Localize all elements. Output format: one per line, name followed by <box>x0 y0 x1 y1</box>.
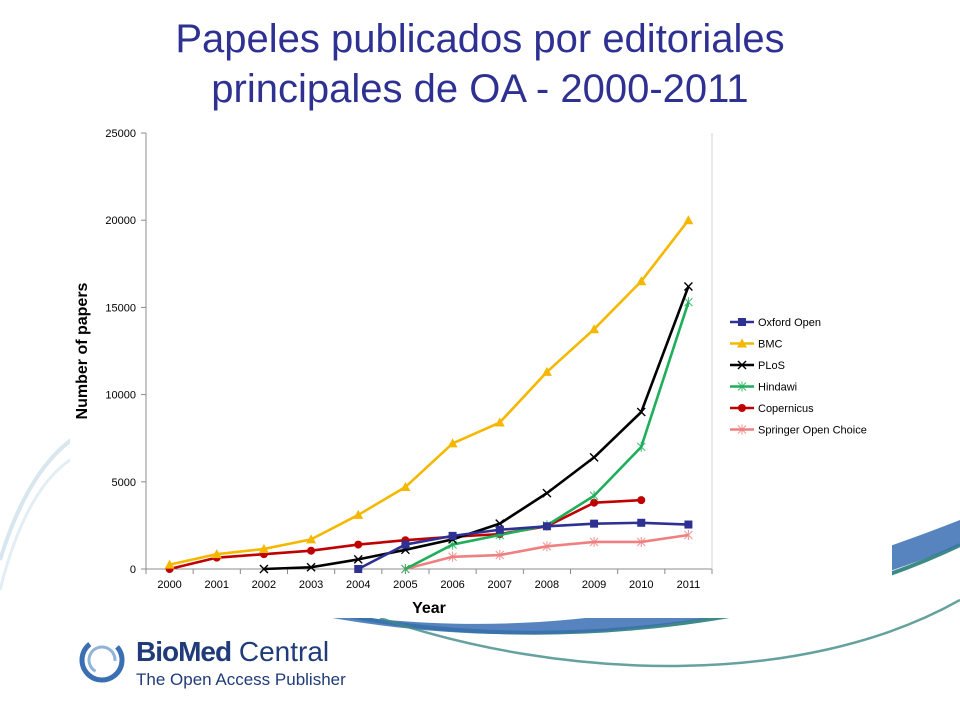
data-point-bmc <box>164 559 175 569</box>
data-point-bmc <box>211 549 222 559</box>
legend-marker-copernicus <box>738 404 746 412</box>
legend-marker-plos <box>737 360 747 370</box>
slide-title: Papeles publicados por editoriales princ… <box>80 14 880 114</box>
data-point-copernicus <box>354 540 363 549</box>
line-chart: 0 5000 10000 15000 20000 25000 2000 2001 2002 200… <box>74 128 867 617</box>
x-tick-label: 2000 <box>157 579 181 591</box>
data-point-bmc <box>589 324 600 334</box>
x-tick-label: 2009 <box>582 579 606 591</box>
legend-marker-springer-open-choice <box>737 424 747 435</box>
legend-marker-hindawi <box>737 381 747 392</box>
data-point-springer-open-choice <box>589 536 599 547</box>
slide-title-line-2: principales de OA - 2000-2011 <box>211 67 749 111</box>
data-point-bmc <box>494 417 505 427</box>
series-plos <box>259 281 693 574</box>
data-point-bmc <box>447 438 458 448</box>
legend-marker-bmc <box>737 338 747 348</box>
data-point-copernicus <box>590 498 599 507</box>
data-point-bmc <box>400 482 411 492</box>
x-tick-label: 2008 <box>535 579 559 591</box>
data-point-plos <box>353 554 363 564</box>
x-tick-label: 2003 <box>299 579 323 591</box>
data-point-springer-open-choice <box>684 529 693 540</box>
x-tick-label: 2011 <box>677 579 701 591</box>
data-point-oxford-open <box>448 531 457 540</box>
data-point-springer-open-choice <box>542 541 552 552</box>
data-point-oxford-open <box>637 518 646 527</box>
data-point-hindawi <box>636 441 646 452</box>
data-point-bmc <box>258 543 269 553</box>
data-point-oxford-open <box>354 565 363 573</box>
biomed-central-logo: BioMed Central The Open Access Publisher <box>78 632 398 692</box>
data-point-plos <box>589 452 599 462</box>
x-tick-label: 2010 <box>629 579 653 591</box>
y-tick-label: 20000 <box>105 215 136 227</box>
data-point-bmc <box>636 276 647 286</box>
data-point-copernicus <box>307 546 316 555</box>
legend-item-springer-open-choice: Springer Open Choice <box>730 424 867 437</box>
legend-item-bmc: BMC <box>730 338 783 351</box>
x-tick-label: 2006 <box>440 579 464 591</box>
legend-label-hindawi: Hindawi <box>758 382 797 394</box>
data-point-plos <box>306 562 316 572</box>
logo-wordmark: BioMed Central <box>136 636 329 668</box>
x-tick-label: 2004 <box>346 579 370 591</box>
data-point-bmc <box>306 534 317 544</box>
legend-item-copernicus: Copernicus <box>730 403 814 415</box>
series-line-bmc <box>169 219 690 566</box>
x-tick-label: 2005 <box>393 579 417 591</box>
data-point-oxford-open <box>542 522 551 531</box>
data-point-springer-open-choice <box>636 536 646 547</box>
data-point-springer-open-choice <box>495 550 505 561</box>
data-point-copernicus <box>637 496 646 505</box>
data-point-plos <box>683 281 693 291</box>
legend-label-copernicus: Copernicus <box>758 403 814 415</box>
x-tick-label: 2007 <box>488 579 512 591</box>
y-tick-label: 0 <box>130 564 136 576</box>
series-hindawi <box>401 297 693 574</box>
data-point-plos <box>636 407 646 417</box>
data-point-oxford-open <box>590 519 599 528</box>
slide-title-line-1: Papeles publicados por editoriales <box>175 17 785 61</box>
data-point-springer-open-choice <box>448 551 457 562</box>
data-point-hindawi <box>589 490 599 501</box>
series-line-plos <box>263 286 690 571</box>
y-tick-label: 15000 <box>105 302 136 314</box>
data-point-hindawi <box>684 297 693 308</box>
data-point-bmc <box>353 509 364 519</box>
x-tick-label: 2002 <box>252 579 276 591</box>
data-point-oxford-open <box>401 540 410 549</box>
series-oxford-open <box>354 518 693 573</box>
data-point-bmc <box>541 366 552 376</box>
y-tick-label: 25000 <box>105 128 136 140</box>
logo-med: Med <box>178 636 232 667</box>
data-point-bmc <box>683 215 694 225</box>
data-point-plos <box>542 488 552 498</box>
logo-tagline: The Open Access Publisher <box>136 670 346 689</box>
data-point-plos <box>259 564 269 574</box>
legend-label-plos: PLoS <box>758 360 785 372</box>
legend-item-hindawi: Hindawi <box>730 381 797 394</box>
logo-circle-icon <box>79 637 125 683</box>
data-point-oxford-open <box>684 520 693 529</box>
legend-label-bmc: BMC <box>758 339 783 351</box>
series-bmc <box>164 215 694 569</box>
x-axis-title: Year <box>412 600 446 617</box>
legend-label-oxford-open: Oxford Open <box>758 317 821 329</box>
legend-marker-oxford-open <box>738 318 746 326</box>
series-line-oxford-open <box>357 521 689 571</box>
legend-label-springer-open-choice: Springer Open Choice <box>758 425 867 437</box>
legend-item-plos: PLoS <box>730 360 785 372</box>
y-tick-label: 10000 <box>105 390 136 402</box>
logo-bio: Bio <box>136 636 179 667</box>
data-point-hindawi <box>401 564 410 574</box>
y-tick-label: 5000 <box>112 477 136 489</box>
data-point-oxford-open <box>495 525 504 534</box>
logo-central: Central <box>231 636 330 667</box>
y-axis-title: Number of papers <box>74 282 91 419</box>
chart-panel: 0 5000 10000 15000 20000 25000 2000 2001 2002 200… <box>70 118 892 618</box>
x-tick-label: 2001 <box>205 579 229 591</box>
legend-item-oxford-open: Oxford Open <box>730 317 821 329</box>
